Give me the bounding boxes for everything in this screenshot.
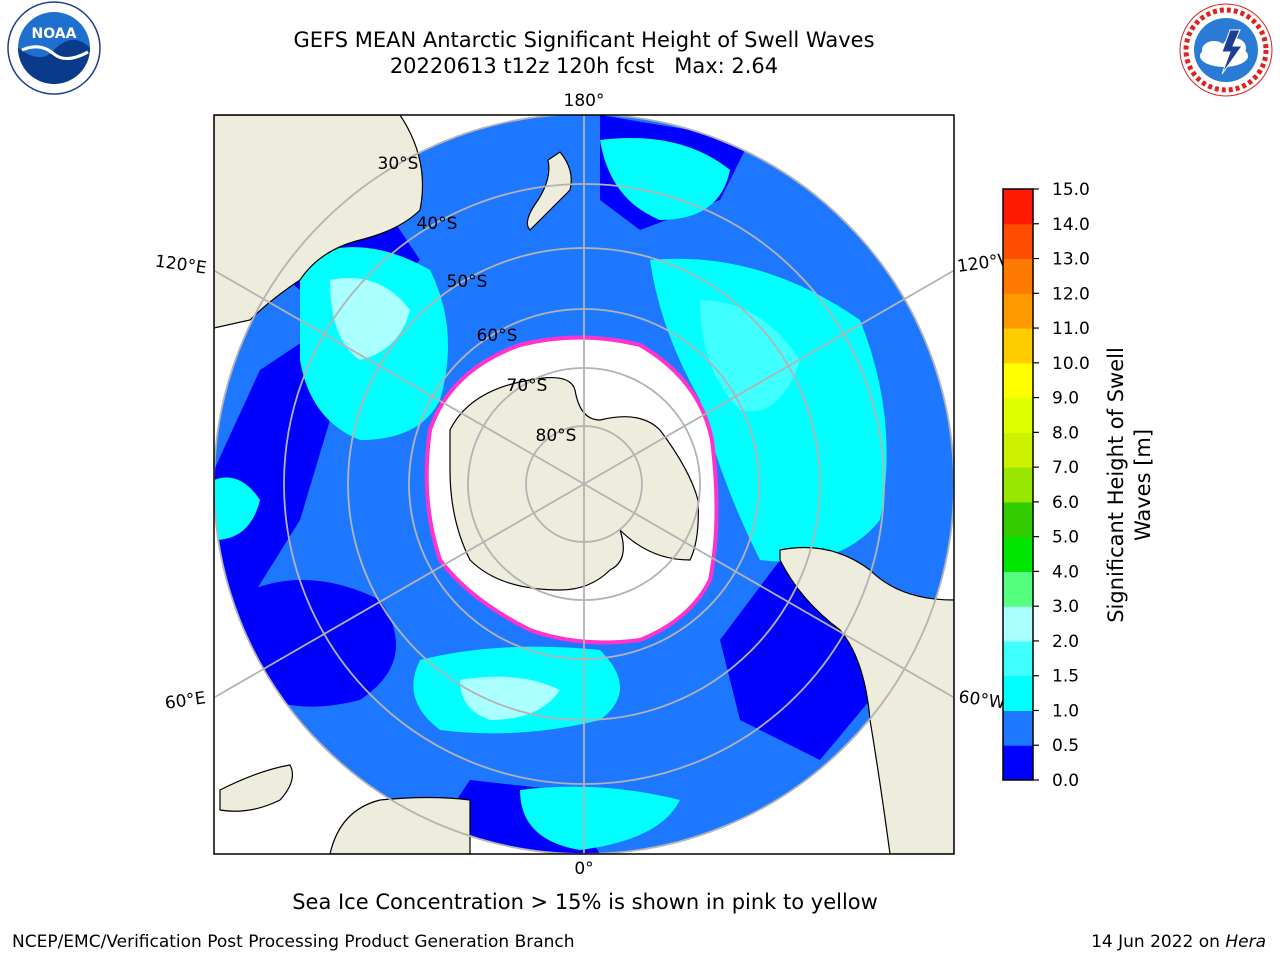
footer-date-text: 14 Jun 2022 on [1091,932,1226,952]
lon-label-180: 180° [564,91,605,111]
map-title: GEFS MEAN Antarctic Significant Height o… [293,28,875,52]
colorbar-segment [1003,258,1033,294]
colorbar-segment [1003,467,1033,503]
lat-label-50s: 50°S [447,272,488,292]
colorbar: 0.0 0.5 1.0 1.5 2.0 3.0 4.0 5.0 6.0 7.0 8.0 9.0 10.0… [1002,180,1090,791]
lat-label-80s: 80°S [536,426,577,446]
colorbar-segment [1003,571,1033,607]
colorbar-segment [1003,223,1033,260]
colorbar-label-line1: Significant Height of Swell [1104,347,1128,623]
colorbar-segment [1003,189,1033,225]
africa [329,796,471,854]
colorbar-tick-label: 0.5 [1052,736,1079,756]
colorbar-tick-label: 15.0 [1052,180,1090,200]
colorbar-segment [1003,362,1033,399]
colorbar-segment [1003,293,1033,329]
lat-label-30s: 30°S [378,154,419,174]
colorbar-tick-label: 9.0 [1052,389,1079,409]
noaa-logo: NOAA [7,1,101,95]
lon-label-120e: 120°E [154,252,208,279]
footer-machine: Hera [1225,932,1266,952]
colorbar-segment [1003,501,1033,538]
colorbar-tick-label: 12.0 [1052,284,1090,304]
lon-label-60e: 60°E [164,688,207,713]
colorbar-tick-label: 1.0 [1052,701,1079,721]
lon-label-60w: 60°W [957,687,1006,713]
land-masses [214,115,954,854]
colorbar-segment [1003,710,1033,746]
colorbar-segment [1003,745,1033,781]
colorbar-segment [1003,640,1033,677]
australia [214,115,424,329]
lat-label-70s: 70°S [507,376,548,396]
noaa-logo-text: NOAA [32,26,77,42]
colorbar-tick-label: 11.0 [1052,319,1090,339]
colorbar-label-line2: Waves [m] [1131,429,1155,541]
nws-logo [1179,3,1273,97]
colorbar-segment [1003,675,1033,711]
lon-label-0: 0° [574,859,593,879]
colorbar-tick-label: 6.0 [1052,493,1079,513]
footer-branch: NCEP/EMC/Verification Post Processing Pr… [12,932,575,952]
sea-ice-note: Sea Ice Concentration > 15% is shown in … [292,890,878,914]
colorbar-segment [1003,536,1033,572]
south-america [779,546,954,854]
lat-label-40s: 40°S [417,214,458,234]
antarctica-region [424,335,719,645]
colorbar-border [1002,188,1034,781]
new-zealand [526,151,572,231]
footer-date: 14 Jun 2022 on Hera [1091,932,1266,952]
map-frame [213,114,955,855]
colorbar-segment [1003,606,1033,642]
colorbar-segment [1003,397,1033,433]
colorbar-tick-label: 4.0 [1052,562,1079,582]
antarctica [449,377,699,591]
colorbar-segment [1003,328,1033,364]
colorbar-tick-label: 2.0 [1052,632,1079,652]
colorbar-tick-label: 0.0 [1052,771,1079,791]
colorbar-tick-label: 1.5 [1052,667,1079,687]
colorbar-tick-label: 14.0 [1052,215,1090,235]
colorbar-tick-label: 13.0 [1052,250,1090,270]
colorbar-tick-label: 8.0 [1052,423,1079,443]
madagascar [219,764,293,812]
colorbar-segment [1003,432,1033,468]
graticule [214,115,954,854]
colorbar-tick-label: 3.0 [1052,597,1079,617]
colorbar-tick-label: 10.0 [1052,354,1090,374]
map-subtitle: 20220613 t12z 120h fcst Max: 2.64 [389,54,779,78]
colorbar-tick-label: 5.0 [1052,528,1079,548]
colorbar-tick-label: 7.0 [1052,458,1079,478]
lat-label-60s: 60°S [477,326,518,346]
